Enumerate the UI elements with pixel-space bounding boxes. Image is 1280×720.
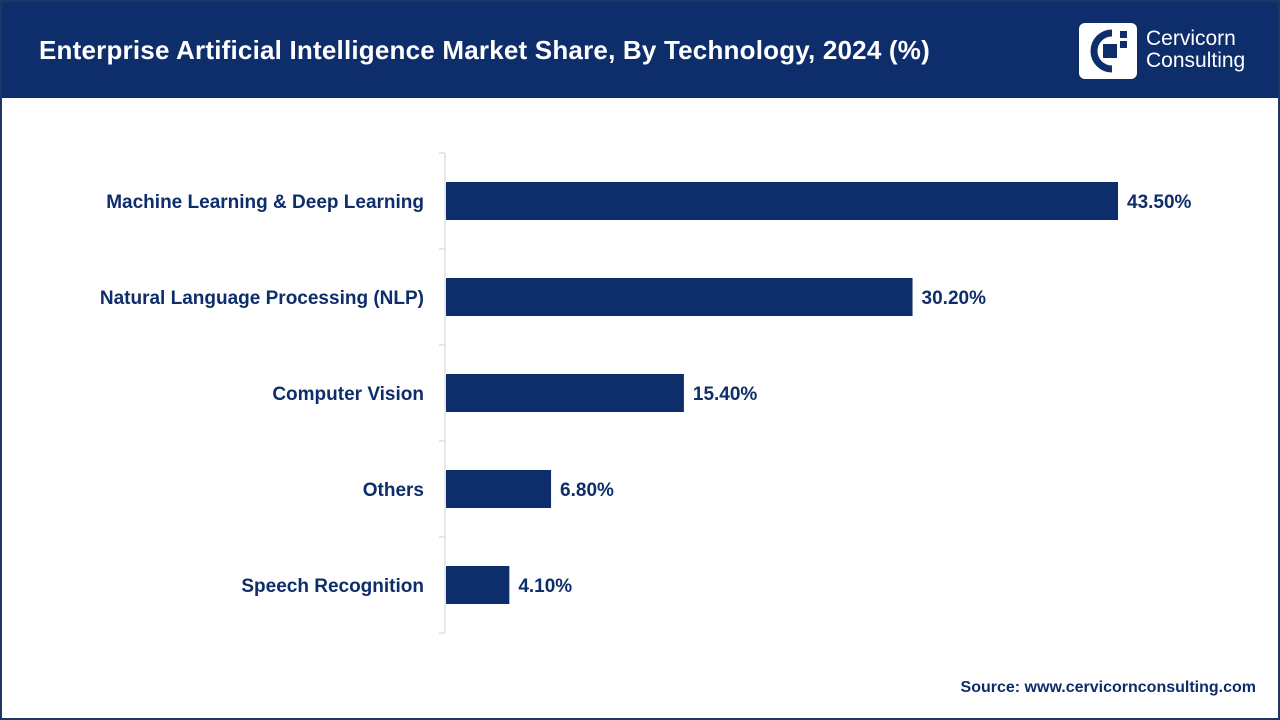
bar-0 xyxy=(446,182,1118,220)
brand-logo xyxy=(1079,23,1137,79)
source-note: Source: www.cervicornconsulting.com xyxy=(960,679,1256,696)
brand-name: Cervicorn Consulting xyxy=(1146,28,1245,72)
axis-layer xyxy=(439,152,446,634)
value-label-1: 30.20% xyxy=(922,288,987,309)
value-label-2: 15.40% xyxy=(693,384,758,405)
value-label-3: 6.80% xyxy=(560,480,614,501)
bars-layer xyxy=(446,182,1118,604)
value-label-0: 43.50% xyxy=(1127,192,1192,213)
bar-2 xyxy=(446,374,684,412)
bar-3 xyxy=(446,470,552,508)
labels-layer: Machine Learning & Deep Learning 43.50% Na… xyxy=(100,192,1192,597)
category-label-2: Computer Vision xyxy=(272,384,424,405)
chart-title: Enterprise Artificial Intelligence Marke… xyxy=(39,35,930,65)
category-label-0: Machine Learning & Deep Learning xyxy=(106,192,424,213)
category-label-3: Others xyxy=(363,480,424,501)
category-label-4: Speech Recognition xyxy=(241,576,424,597)
category-label-1: Natural Language Processing (NLP) xyxy=(100,288,424,309)
bar-4 xyxy=(446,566,510,604)
bar-chart: Machine Learning & Deep Learning 43.50% Na… xyxy=(100,152,1192,634)
bar-1 xyxy=(446,278,913,316)
header-banner: Enterprise Artificial Intelligence Marke… xyxy=(2,2,1278,98)
brand-logo-icon xyxy=(1090,29,1127,73)
brand-name-line2: Consulting xyxy=(1146,49,1246,72)
brand-name-line1: Cervicorn xyxy=(1146,27,1236,50)
value-label-4: 4.10% xyxy=(518,576,572,597)
